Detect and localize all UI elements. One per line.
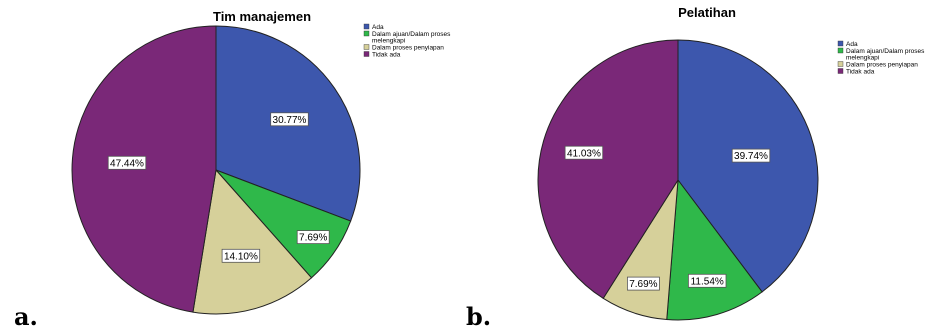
pie-chart-a: Tim manajemen 30.77% 7.69% 14.10% 47.44% Ad… [14, 9, 451, 329]
legend-label-dalam-ajuan: melengkapi [846, 55, 879, 62]
legend-swatch-dalam-ajuan [837, 47, 844, 54]
legend-swatch-dalam-proses-penyiapan [363, 44, 370, 50]
pie-slices-b [537, 39, 819, 321]
pie-chart-b: Pelatihan 39.74%11.54%7.69%41.03% AdaDal… [466, 5, 925, 329]
slice-labels-a: 30.77% 7.69% 14.10% 47.44% [107, 112, 330, 263]
data-label-box-tidak-ada [564, 145, 604, 160]
data-label-tidak-ada: 41.03% [567, 148, 601, 159]
panel-letter-a: a. [14, 302, 38, 329]
legend-swatch-tidak-ada [837, 68, 844, 74]
pie-slice-dalam-proses-penyiapan [192, 168, 313, 315]
panel-letter-b: b. [466, 302, 491, 329]
legend-swatch-dalam-ajuan [363, 30, 370, 37]
legend-swatch-dalam-proses-penyiapan [837, 61, 844, 67]
legend-label-tidak-ada: Tidak ada [372, 52, 401, 59]
data-label-dalam-proses-penyiapan: 7.69% [629, 279, 657, 290]
data-label-dalam-ajuan: 7.69% [299, 233, 327, 244]
slice-labels-b: 39.74% 11.54% 7.69% 41.03% [564, 145, 771, 291]
legend-label-dalam-ajuan: Dalam ajuan/Dalam proses [846, 48, 925, 55]
data-label-box-dalam-ajuan [688, 273, 727, 288]
data-label-box-ada [270, 112, 309, 127]
data-label-box-dalam-proses-penyiapan [221, 248, 261, 263]
data-label-box-ada [731, 148, 771, 163]
legend-label-dalam-ajuan: melengkapi [372, 38, 405, 45]
legend-swatch-ada [837, 40, 844, 47]
legend-label-tidak-ada: Tidak ada [846, 69, 875, 76]
data-label-box-dalam-proses-penyiapan [627, 276, 660, 291]
legend-label-dalam-proses-penyiapan: Dalam proses penyiapan [846, 62, 918, 69]
pie-slices-a [71, 25, 361, 315]
chart-title-a: Tim manajemen [213, 9, 311, 24]
data-label-box-dalam-ajuan [296, 230, 330, 245]
data-label-ada: 39.74% [734, 151, 768, 162]
legend-swatch-tidak-ada [363, 51, 370, 57]
data-label-tidak-ada: 47.44% [110, 158, 144, 169]
legend-label-ada: Ada [846, 41, 858, 48]
legend-label-ada: Ada [372, 24, 384, 31]
chart-title-b: Pelatihan [678, 5, 736, 20]
pie-slice-tidak-ada [537, 39, 679, 300]
legend-swatch-ada [363, 23, 370, 30]
data-label-box-tidak-ada [107, 155, 147, 170]
data-label-ada: 30.77% [273, 115, 307, 126]
pie-slice-ada [677, 39, 819, 293]
legend-label-dalam-ajuan: Dalam ajuan/Dalam proses [372, 31, 451, 38]
data-label-dalam-ajuan: 11.54% [691, 276, 724, 287]
data-label-dalam-proses-penyiapan: 14.10% [224, 251, 258, 262]
legend-label-dalam-proses-penyiapan: Dalam proses penyiapan [372, 45, 444, 52]
